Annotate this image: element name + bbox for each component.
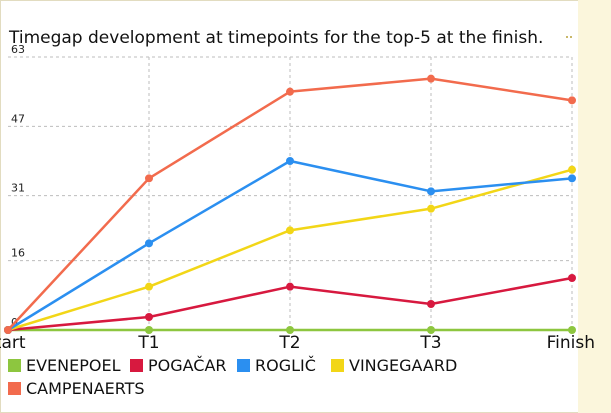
legend-swatch-2 [237, 359, 250, 372]
data-point-3-2 [286, 226, 294, 235]
legend-item-4: CAMPENAERTS [8, 379, 145, 398]
series-lines [4, 74, 576, 334]
data-point-1-3 [427, 300, 435, 308]
chart-title: Timegap development at timepoints for th… [8, 28, 543, 48]
data-point-0-3 [427, 326, 435, 334]
data-point-3-4 [568, 165, 576, 174]
x-tick-label-2: T2 [278, 333, 300, 353]
legend-swatch-4 [8, 382, 21, 395]
series-evenepoel [4, 326, 576, 334]
x-axis-ticks: Start T1 T2 T3 Finish [0, 333, 595, 353]
x-tick-label-3: T3 [419, 333, 441, 353]
y-tick-label-3: 47 [11, 112, 25, 125]
data-point-2-2 [286, 157, 294, 165]
legend-item-2: ROGLIČ [237, 356, 316, 375]
data-point-1-4 [568, 274, 576, 282]
menu-dot-2 [570, 36, 572, 38]
data-point-1-2 [286, 282, 294, 291]
legend-swatch-0 [8, 359, 21, 372]
legend-label-0: EVENEPOEL [26, 356, 121, 375]
data-point-2-1 [145, 239, 153, 248]
data-point-4-0 [4, 326, 12, 334]
legend-item-3: VINGEGAARD [331, 356, 457, 375]
right-margin-strip [578, 0, 611, 413]
x-tick-label-1: T1 [137, 333, 159, 353]
data-point-2-4 [568, 174, 576, 183]
x-tick-label-0: Start [0, 333, 26, 353]
data-point-0-1 [145, 326, 153, 334]
menu-dot-1 [566, 36, 568, 38]
y-tick-label-4: 63 [11, 43, 25, 56]
data-point-4-2 [286, 87, 294, 96]
data-point-4-3 [427, 74, 435, 83]
legend-label-1: POGAČAR [148, 356, 227, 375]
data-point-4-1 [145, 174, 153, 183]
y-tick-label-1: 16 [11, 247, 25, 260]
legend: EVENEPOEL POGAČAR ROGLIČ VINGEGAARD CAMPENAE… [8, 356, 457, 398]
x-tick-label-4: Finish [547, 333, 595, 353]
legend-toggle-dots[interactable] [566, 36, 572, 38]
data-point-3-3 [427, 204, 435, 213]
data-point-0-2 [286, 326, 294, 334]
legend-label-2: ROGLIČ [255, 356, 316, 375]
data-point-3-1 [145, 282, 153, 291]
legend-item-1: POGAČAR [130, 356, 227, 375]
series-campenaerts [4, 74, 576, 334]
y-tick-label-2: 31 [11, 182, 25, 195]
data-point-4-4 [568, 96, 576, 105]
legend-swatch-3 [331, 359, 344, 372]
data-point-0-4 [568, 326, 576, 334]
legend-swatch-1 [130, 359, 143, 372]
legend-label-4: CAMPENAERTS [26, 379, 145, 398]
data-point-1-1 [145, 313, 153, 321]
data-point-2-3 [427, 187, 435, 196]
legend-label-3: VINGEGAARD [349, 356, 457, 375]
legend-item-0: EVENEPOEL [8, 356, 121, 375]
